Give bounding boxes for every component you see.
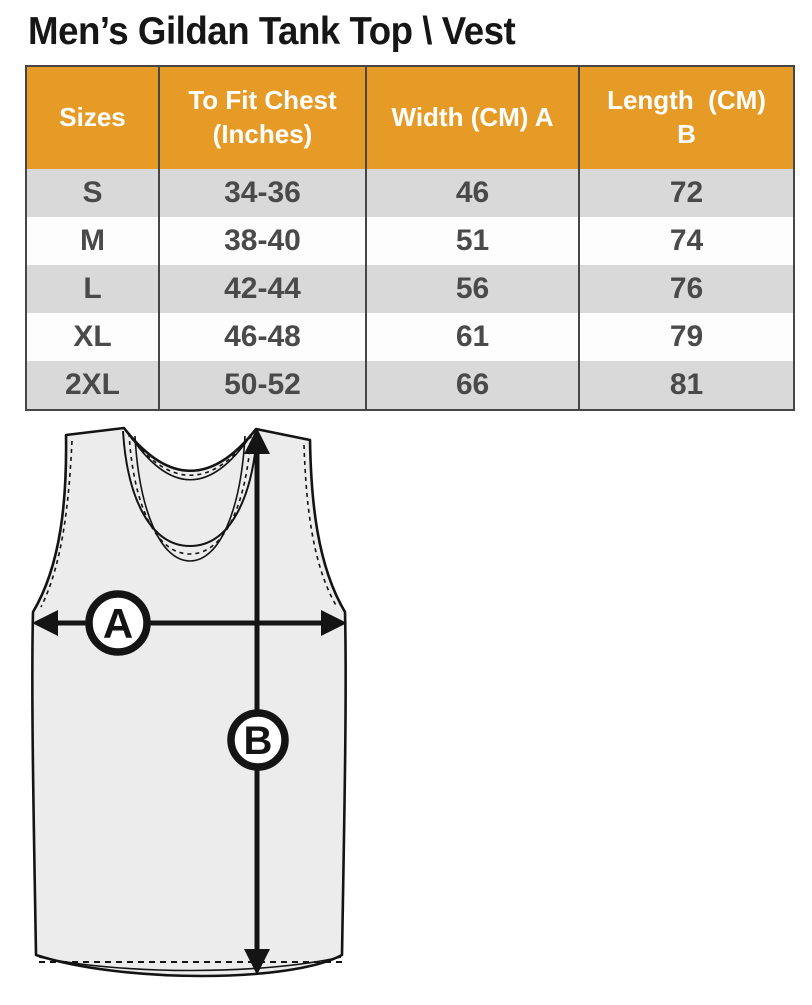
cell-chest: 50-52: [158, 361, 367, 410]
cell-length: 74: [578, 217, 795, 265]
label-b-badge: B: [227, 709, 289, 771]
length-arrow: [244, 428, 270, 975]
cell-width: 46: [365, 169, 580, 217]
cell-chest: 46-48: [158, 313, 367, 361]
cell-chest: 42-44: [158, 265, 367, 313]
column-header-sizes: Sizes: [25, 66, 160, 169]
cell-width: 61: [365, 313, 580, 361]
tank-top-outline: [31, 426, 347, 978]
cell-chest: 38-40: [158, 217, 367, 265]
cell-length: 79: [578, 313, 795, 361]
label-a-badge: A: [85, 590, 151, 656]
cell-width: 56: [365, 265, 580, 313]
cell-length: 72: [578, 169, 795, 217]
cell-length: 76: [578, 265, 795, 313]
table-row: M 38-40 51 74: [25, 217, 795, 265]
cell-size: L: [25, 265, 160, 313]
column-header-length: Length (CM) B: [578, 66, 795, 169]
cell-width: 66: [365, 361, 580, 410]
cell-size: XL: [25, 313, 160, 361]
table-row: XL 46-48 61 79: [25, 313, 795, 361]
cell-length: 81: [578, 361, 795, 410]
column-header-chest: To Fit Chest (Inches): [158, 66, 367, 169]
cell-width: 51: [365, 217, 580, 265]
back-neck-stitch-line: [125, 430, 255, 477]
table-row: S 34-36 46 72: [25, 169, 795, 217]
table-row: 2XL 50-52 66 81: [25, 361, 795, 410]
left-armhole-stitch-line: [40, 440, 73, 608]
size-chart-header: Sizes To Fit Chest (Inches) Width (CM) A…: [25, 66, 795, 169]
table-row: L 42-44 56 76: [25, 265, 795, 313]
front-neckline: [122, 430, 258, 548]
tank-top-diagram: A B: [10, 415, 430, 1000]
front-neck-stitch-line: [128, 432, 252, 555]
page-title: Men’s Gildan Tank Top \ Vest: [28, 10, 516, 53]
label-b: B: [244, 719, 273, 763]
cell-size: S: [25, 169, 160, 217]
column-header-width: Width (CM) A: [365, 66, 580, 169]
cell-size: 2XL: [25, 361, 160, 410]
hem-fold-line: [38, 956, 342, 972]
front-neck-binding: [134, 435, 246, 562]
cell-chest: 34-36: [158, 169, 367, 217]
cell-size: M: [25, 217, 160, 265]
size-chart-table: Sizes To Fit Chest (Inches) Width (CM) A…: [25, 65, 795, 411]
label-a: A: [103, 600, 133, 647]
